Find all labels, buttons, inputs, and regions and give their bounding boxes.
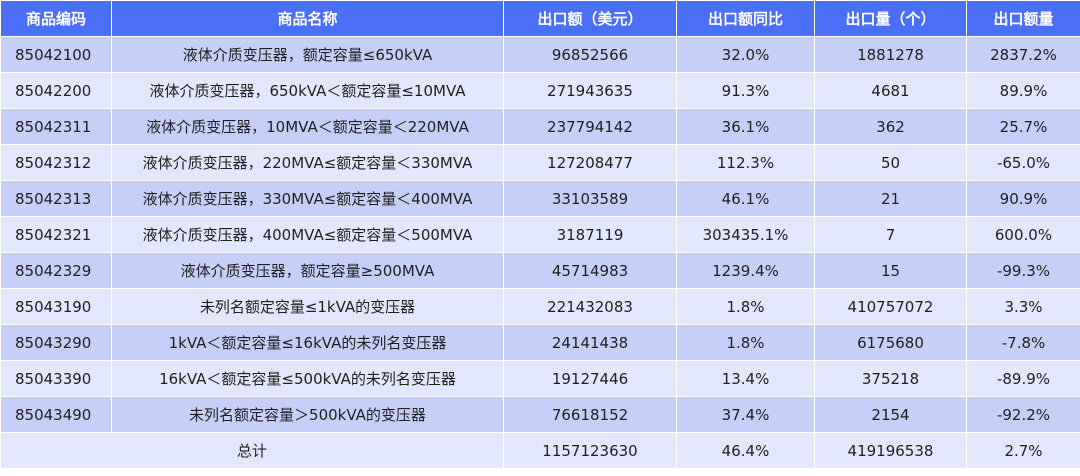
cell-code: 85043190 [0,288,112,325]
cell-qty-yoy: -7.8% [966,324,1080,361]
cell-qty: 362 [814,108,967,145]
header-export-value-yoy: 出口额同比 [676,0,815,37]
cell-qty: 4681 [814,72,967,109]
cell-yoy: 1.8% [676,324,815,361]
cell-value: 96852566 [503,36,677,73]
table-row: 85042312 液体介质变压器，220MVA≤额定容量＜330MVA 1272… [0,144,1080,181]
total-qty: 419196538 [814,432,967,469]
cell-value: 45714983 [503,252,677,289]
cell-qty: 1881278 [814,36,967,73]
cell-yoy: 1.8% [676,288,815,325]
cell-name: 液体介质变压器，额定容量≤650kVA [111,36,504,73]
cell-code: 85042100 [0,36,112,73]
cell-yoy: 37.4% [676,396,815,433]
cell-code: 85042312 [0,144,112,181]
table-header-row: 商品编码 商品名称 出口额（美元） 出口额同比 出口量（个） 出口额量 [0,0,1080,37]
cell-qty-yoy: 90.9% [966,180,1080,217]
cell-qty-yoy: -65.0% [966,144,1080,181]
cell-code: 85042200 [0,72,112,109]
cell-qty: 375218 [814,360,967,397]
cell-name: 液体介质变压器，330MVA≤额定容量＜400MVA [111,180,504,217]
total-yoy: 46.4% [676,432,815,469]
cell-qty-yoy: -99.3% [966,252,1080,289]
table-row: 85042321 液体介质变压器，400MVA≤额定容量＜500MVA 3187… [0,216,1080,253]
cell-value: 3187119 [503,216,677,253]
table-row: 85042311 液体介质变压器，10MVA＜额定容量＜220MVA 23779… [0,108,1080,145]
cell-code: 85042329 [0,252,112,289]
table-row: 85042313 液体介质变压器，330MVA≤额定容量＜400MVA 3310… [0,180,1080,217]
cell-name: 未列名额定容量≤1kVA的变压器 [111,288,504,325]
cell-code: 85043490 [0,396,112,433]
cell-code: 85043390 [0,360,112,397]
table-row: 85042200 液体介质变压器，650kVA＜额定容量≤10MVA 27194… [0,72,1080,109]
cell-value: 76618152 [503,396,677,433]
cell-qty-yoy: -89.9% [966,360,1080,397]
header-product-name: 商品名称 [111,0,504,37]
cell-name: 液体介质变压器，额定容量≥500MVA [111,252,504,289]
table-row: 85043490 未列名额定容量＞500kVA的变压器 76618152 37.… [0,396,1080,433]
cell-name: 液体介质变压器，650kVA＜额定容量≤10MVA [111,72,504,109]
total-value: 1157123630 [503,432,677,469]
cell-qty: 50 [814,144,967,181]
cell-qty-yoy: 600.0% [966,216,1080,253]
cell-value: 33103589 [503,180,677,217]
table-row: 85043290 1kVA＜额定容量≤16kVA的未列名变压器 24141438… [0,324,1080,361]
cell-name: 1kVA＜额定容量≤16kVA的未列名变压器 [111,324,504,361]
cell-name: 16kVA＜额定容量≤500kVA的未列名变压器 [111,360,504,397]
cell-code: 85042311 [0,108,112,145]
cell-name: 液体介质变压器，220MVA≤额定容量＜330MVA [111,144,504,181]
cell-yoy: 91.3% [676,72,815,109]
cell-name: 液体介质变压器，400MVA≤额定容量＜500MVA [111,216,504,253]
cell-code: 85042313 [0,180,112,217]
table-row: 85042100 液体介质变压器，额定容量≤650kVA 96852566 32… [0,36,1080,73]
cell-value: 19127446 [503,360,677,397]
cell-qty: 6175680 [814,324,967,361]
table-row: 85043190 未列名额定容量≤1kVA的变压器 221432083 1.8%… [0,288,1080,325]
cell-qty-yoy: 25.7% [966,108,1080,145]
cell-value: 237794142 [503,108,677,145]
cell-yoy: 46.1% [676,180,815,217]
table-total-row: 总计 1157123630 46.4% 419196538 2.7% [0,432,1080,469]
cell-value: 24141438 [503,324,677,361]
cell-qty-yoy: -92.2% [966,396,1080,433]
cell-qty: 410757072 [814,288,967,325]
cell-yoy: 13.4% [676,360,815,397]
table-row: 85042329 液体介质变压器，额定容量≥500MVA 45714983 12… [0,252,1080,289]
cell-yoy: 112.3% [676,144,815,181]
cell-qty: 15 [814,252,967,289]
cell-qty-yoy: 2837.2% [966,36,1080,73]
cell-qty: 7 [814,216,967,253]
header-export-value: 出口额（美元） [503,0,677,37]
cell-name: 液体介质变压器，10MVA＜额定容量＜220MVA [111,108,504,145]
cell-code: 85042321 [0,216,112,253]
total-qty-yoy: 2.7% [966,432,1080,469]
cell-qty-yoy: 89.9% [966,72,1080,109]
cell-code: 85043290 [0,324,112,361]
total-label: 总计 [0,432,504,469]
cell-yoy: 1239.4% [676,252,815,289]
header-export-quantity-yoy: 出口额量 [966,0,1080,37]
cell-qty-yoy: 3.3% [966,288,1080,325]
cell-qty: 21 [814,180,967,217]
cell-yoy: 32.0% [676,36,815,73]
header-product-code: 商品编码 [0,0,112,37]
header-export-quantity: 出口量（个） [814,0,967,37]
cell-yoy: 36.1% [676,108,815,145]
cell-yoy: 303435.1% [676,216,815,253]
cell-value: 127208477 [503,144,677,181]
cell-qty: 2154 [814,396,967,433]
cell-name: 未列名额定容量＞500kVA的变压器 [111,396,504,433]
table-row: 85043390 16kVA＜额定容量≤500kVA的未列名变压器 191274… [0,360,1080,397]
cell-value: 221432083 [503,288,677,325]
cell-value: 271943635 [503,72,677,109]
